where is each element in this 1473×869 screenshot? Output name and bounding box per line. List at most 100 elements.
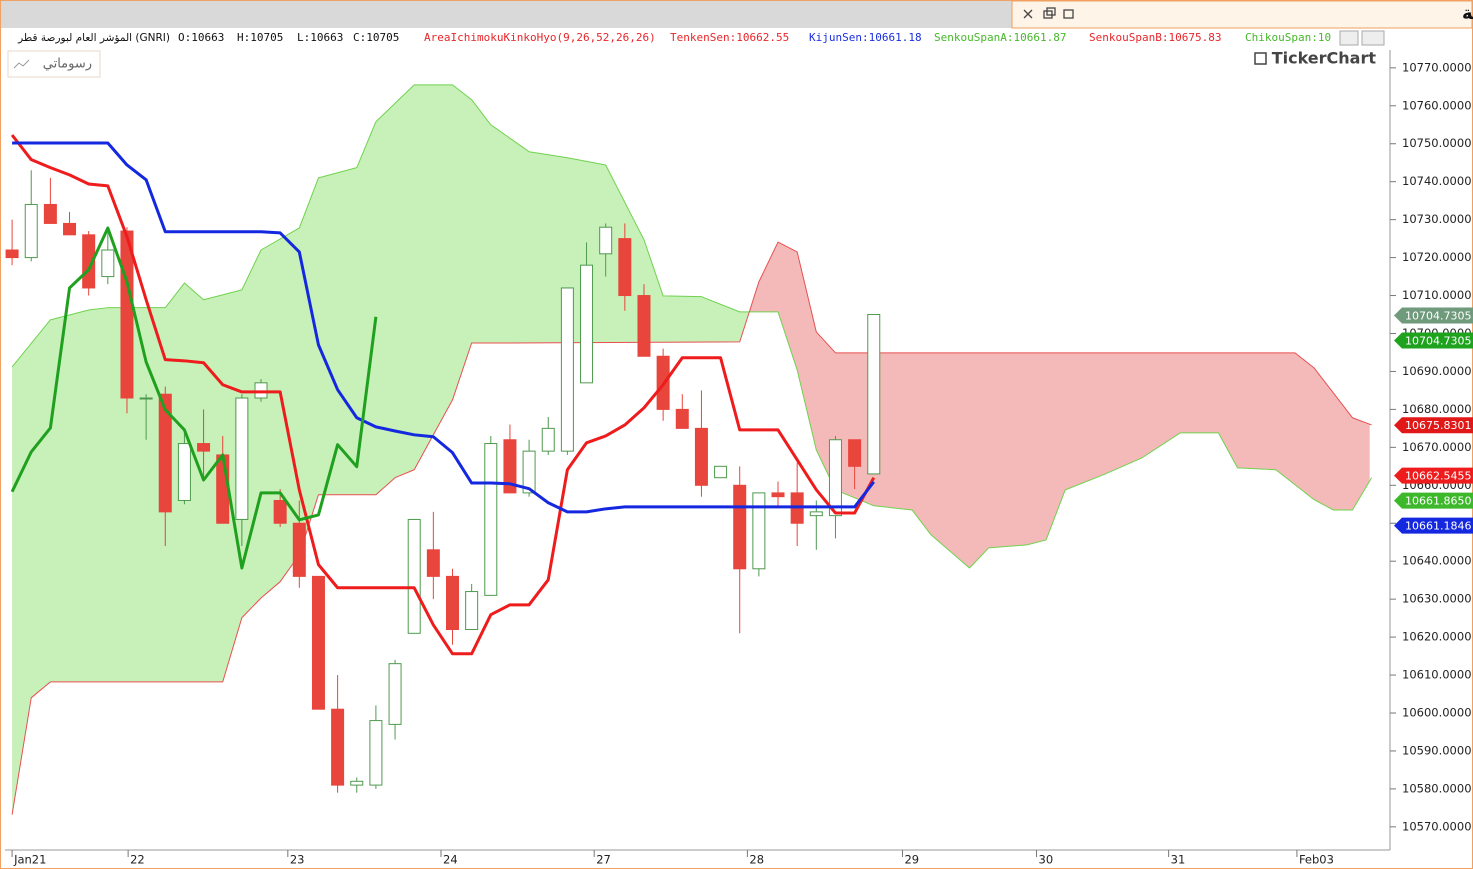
candle-body xyxy=(714,465,728,479)
y-tick-label: 10630.0000 xyxy=(1402,592,1472,606)
indicator-line xyxy=(12,141,875,514)
candle-body xyxy=(867,314,881,475)
ohlc-label: L:10663 xyxy=(297,31,343,44)
candle-body xyxy=(426,549,440,577)
price-badge xyxy=(1394,517,1473,534)
candle-body xyxy=(445,575,459,631)
candle-body xyxy=(560,287,574,452)
candle-body xyxy=(292,522,306,577)
indicator-label: ChikouSpan:10 xyxy=(1245,31,1331,44)
candle-body xyxy=(273,499,287,524)
price-badge xyxy=(1394,332,1473,349)
candle-body xyxy=(120,230,134,399)
candle-body xyxy=(637,295,651,357)
senkou-span-a xyxy=(11,84,1373,569)
price-badge-label: 10661.8650 xyxy=(1405,495,1471,508)
candle-body xyxy=(139,397,153,400)
candle-body xyxy=(484,443,498,596)
x-tick-label: 29 xyxy=(904,853,919,867)
candle-body xyxy=(407,518,421,634)
ohlc-label: O:10663 xyxy=(178,31,224,44)
drawings-button-label[interactable]: رسوماتي xyxy=(43,57,92,72)
candle-body xyxy=(465,591,479,631)
x-tick-label: 23 xyxy=(290,853,305,867)
candle-body xyxy=(331,708,345,786)
settings-button[interactable] xyxy=(1339,30,1359,46)
title-box xyxy=(1011,0,1473,29)
x-tick-label: Jan21 xyxy=(13,853,46,867)
candle-body xyxy=(350,780,364,786)
y-tick-label: 10720.0000 xyxy=(1402,250,1472,264)
candle-body xyxy=(235,397,249,520)
plot xyxy=(5,84,1373,815)
y-tick-label: 10620.0000 xyxy=(1402,630,1472,644)
candle-body xyxy=(63,222,77,236)
ohlc-group: O:10663 H:10705 L:10663 C:10705 xyxy=(178,31,399,44)
x-tick-label: 31 xyxy=(1171,853,1186,867)
x-tick-label: 22 xyxy=(130,853,145,867)
price-badge xyxy=(1394,492,1473,509)
y-tick-label: 10760.0000 xyxy=(1402,98,1472,112)
detach-icon[interactable] xyxy=(1063,9,1074,19)
y-tick-label: 10750.0000 xyxy=(1402,136,1472,150)
cloud-fill xyxy=(12,84,750,815)
y-tick-label: 10640.0000 xyxy=(1402,554,1472,568)
price-badge xyxy=(1394,307,1473,324)
y-tick-label: 10730.0000 xyxy=(1402,212,1472,226)
candle-body xyxy=(5,249,19,259)
y-tick-label: 10610.0000 xyxy=(1402,668,1472,682)
candle-body xyxy=(369,720,383,786)
y-tick-label: 10770.0000 xyxy=(1402,60,1472,74)
candle-body xyxy=(618,238,632,297)
candle-body xyxy=(177,443,191,501)
chart-title: المؤشر العام لبورصة قطر - ثلاثون دقيقة xyxy=(1462,3,1473,24)
candle-body xyxy=(809,511,823,517)
brand: TickerChart xyxy=(1272,49,1377,68)
candle-body xyxy=(43,203,57,224)
y-tick-label: 10740.0000 xyxy=(1402,174,1472,188)
price-badge-label: 10661.1846 xyxy=(1405,520,1471,533)
y-tick-label: 10570.0000 xyxy=(1402,819,1472,833)
symbol-label: المؤشر العام لبورصة قطر (GNRI) xyxy=(17,32,170,44)
candle-body xyxy=(541,427,555,452)
candle-body xyxy=(82,234,96,289)
x-tick-label: 30 xyxy=(1039,853,1054,867)
y-tick-label: 10690.0000 xyxy=(1402,364,1472,378)
ohlc-label: H:10705 xyxy=(237,31,283,44)
x-tick-label: Feb03 xyxy=(1299,853,1334,867)
x-tick-label: 24 xyxy=(443,853,458,867)
brand-icon xyxy=(1254,52,1267,65)
candle-body xyxy=(675,408,689,429)
settings-button[interactable] xyxy=(1361,30,1385,46)
price-badge-label: 10662.5455 xyxy=(1405,470,1471,483)
y-tick-label: 10710.0000 xyxy=(1402,288,1472,302)
price-badge-label: 10675.8301 xyxy=(1405,419,1471,432)
indicator-group: AreaIchimokuKinkoHyo(9,26,52,26,26) Tenke… xyxy=(424,31,1331,44)
candle-body xyxy=(599,226,613,255)
y-tick-label: 10680.0000 xyxy=(1402,402,1472,416)
senkou-span-b xyxy=(11,241,1372,815)
price-badge-label: 10704.7305 xyxy=(1405,335,1471,348)
candle-body xyxy=(503,439,517,494)
candle-body xyxy=(580,264,594,384)
candle-body xyxy=(101,249,115,278)
close-icon[interactable] xyxy=(1023,9,1033,19)
x-tick-label: 27 xyxy=(596,853,611,867)
candle-body xyxy=(388,663,402,725)
indicator-label: KijunSen:10661.18 xyxy=(809,31,922,44)
candle-body xyxy=(752,492,766,570)
restore-icon-back[interactable] xyxy=(1046,7,1056,16)
y-tick-label: 10590.0000 xyxy=(1402,743,1472,757)
y-tick-label: 10600.0000 xyxy=(1402,705,1472,719)
candle-body xyxy=(694,427,708,486)
window-icons[interactable] xyxy=(1023,7,1074,19)
indicator-line xyxy=(10,226,378,570)
candle-body xyxy=(197,443,211,452)
price-badge xyxy=(1394,467,1473,484)
drawings-button[interactable] xyxy=(7,50,101,78)
candle-body xyxy=(771,492,785,498)
title-bar xyxy=(1,1,1012,28)
candle-body xyxy=(24,203,38,259)
indicator-label: AreaIchimokuKinkoHyo(9,26,52,26,26) xyxy=(424,31,656,44)
